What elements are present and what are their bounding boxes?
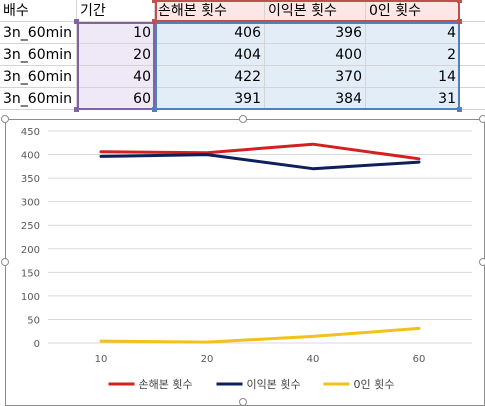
y-axis-ticks: 0 50 100 150 200 250 300 350 400 450 [21,127,40,350]
header-cell-period[interactable]: 기간 [77,0,155,22]
header-cell-loss-count[interactable]: 손해본 횟수 [155,0,265,22]
range-resize-handle[interactable] [457,107,462,112]
header-cell-zero-count[interactable]: 0인 횟수 [366,0,460,22]
table-cell[interactable]: 404 [155,44,265,66]
chart-resize-handle[interactable] [239,115,247,123]
table-cell[interactable]: 40 [77,66,155,88]
table-cell[interactable]: 406 [155,22,265,44]
y-tick-label: 0 [34,339,40,350]
range-resize-handle[interactable] [152,19,157,24]
empty-cell[interactable] [460,0,485,22]
y-tick-label: 400 [21,151,40,162]
y-tick-label: 200 [21,245,40,256]
x-tick-label: 40 [307,354,320,365]
table-cell[interactable]: 3n_60min [0,22,77,44]
legend-label: 손해본 횟수 [139,377,193,391]
chart-resize-handle[interactable] [1,115,9,123]
line-chart[interactable]: 0 50 100 150 200 250 300 350 400 450 10 20 40 60 손해본… [5,119,485,406]
y-tick-label: 300 [21,198,40,209]
empty-cell[interactable] [460,22,485,44]
y-tick-label: 250 [21,221,40,232]
range-resize-handle[interactable] [74,107,79,112]
spreadsheet-grid: 배수 기간 손해본 횟수 이익본 횟수 0인 횟수 3n_60min 10 40… [0,0,485,120]
empty-cell[interactable] [460,44,485,66]
series-line [99,326,421,344]
table-cell[interactable]: 3n_60min [0,44,77,66]
table-cell[interactable]: 396 [265,22,366,44]
gridlines [48,130,472,344]
header-cell-multiplier[interactable]: 배수 [0,0,77,22]
series-line [99,153,421,171]
chart-resize-handle[interactable] [239,398,247,406]
table-cell[interactable]: 10 [77,22,155,44]
table-cell[interactable]: 370 [265,66,366,88]
range-resize-handle[interactable] [74,19,79,24]
legend[interactable]: 손해본 횟수 이익본 횟수 0인 횟수 [108,377,395,391]
y-tick-label: 100 [21,292,40,303]
series-line [99,142,421,161]
y-tick-label: 50 [27,315,40,326]
table-cell[interactable]: 391 [155,88,265,110]
table-cell[interactable]: 3n_60min [0,88,77,110]
chart-resize-handle[interactable] [1,258,9,266]
chart-resize-handle[interactable] [479,115,485,123]
y-tick-label: 450 [21,127,40,138]
table-cell[interactable]: 60 [77,88,155,110]
table-cell[interactable]: 2 [366,44,460,66]
chart-plot: 0 50 100 150 200 250 300 350 400 450 10 20 40 60 손해본… [21,127,472,391]
x-axis-ticks: 10 20 40 60 [95,354,426,365]
x-tick-label: 10 [95,354,108,365]
range-resize-handle[interactable] [152,0,157,3]
y-tick-label: 350 [21,174,40,185]
legend-label: 0인 횟수 [354,378,395,391]
table-cell[interactable]: 31 [366,88,460,110]
legend-label: 이익본 횟수 [247,378,301,391]
empty-cell[interactable] [460,88,485,110]
x-tick-label: 60 [413,354,426,365]
header-cell-profit-count[interactable]: 이익본 횟수 [265,0,366,22]
table-cell[interactable]: 14 [366,66,460,88]
x-tick-label: 20 [201,354,214,365]
chart-resize-handle[interactable] [479,258,485,266]
range-resize-handle[interactable] [457,0,462,3]
table-cell[interactable]: 4 [366,22,460,44]
table-cell[interactable]: 3n_60min [0,66,77,88]
range-resize-handle[interactable] [457,19,462,24]
range-resize-handle[interactable] [152,107,157,112]
series-lines [99,142,421,344]
table-cell[interactable]: 400 [265,44,366,66]
table-cell[interactable]: 20 [77,44,155,66]
empty-cell[interactable] [460,66,485,88]
table-cell[interactable]: 384 [265,88,366,110]
table-cell[interactable]: 422 [155,66,265,88]
y-tick-label: 150 [21,268,40,279]
